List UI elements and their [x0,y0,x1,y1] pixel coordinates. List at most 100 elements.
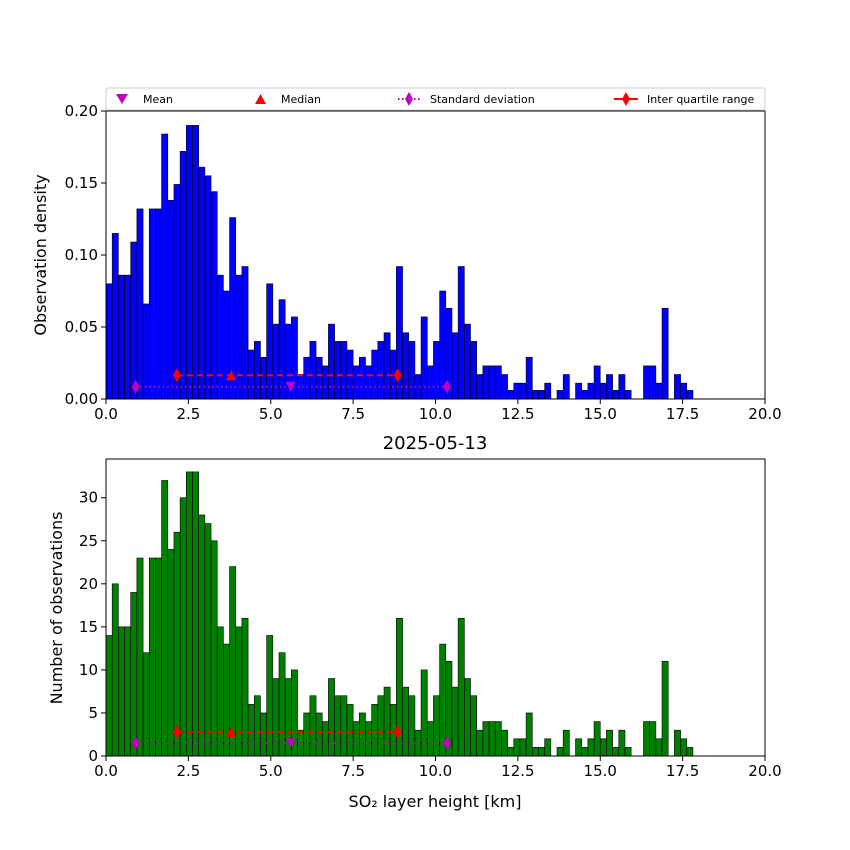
count-bar [167,549,175,757]
legend-std-label: Standard deviation [430,93,535,106]
density-bar [575,382,583,400]
density-bar [599,382,607,400]
count-mean-marker [285,738,296,749]
density-bar [334,341,342,400]
density-x-tick-label: 12.5 [501,405,534,423]
density-bar [303,356,311,400]
density-bar [241,266,249,400]
count-bar [507,747,515,757]
density-y-tick-label: 0.15 [65,174,98,192]
count-bar [278,652,286,757]
count-bar [433,695,440,757]
count-bar [309,695,317,757]
density-x-tick-label: 2.5 [176,405,200,423]
density-median-marker [226,370,237,381]
count-x-tick-label: 5.0 [259,762,283,780]
count-bar [402,686,410,757]
count-bars [105,471,694,757]
count-y-tick-label: 20 [79,575,98,593]
count-bar [352,721,360,757]
density-bar [186,125,193,400]
count-bar [148,557,156,757]
count-bar [643,721,650,757]
count-bar [599,738,607,757]
density-bar [328,323,335,400]
count-bar [216,626,224,757]
density-bar [661,307,669,400]
count-median-marker [226,726,237,737]
count-x-tick-label: 20.0 [748,762,781,780]
count-bar [118,626,125,757]
count-bar [328,678,335,757]
count-bar [488,721,496,757]
count-bar [124,626,132,757]
count-bar [204,523,212,757]
count-bar [272,678,280,757]
count-bar [142,652,150,757]
density-bar [501,374,508,400]
count-y-tick-label: 25 [79,532,98,550]
count-bar [266,635,274,757]
density-bar [408,341,416,400]
density-mean-marker [285,381,296,392]
density-bar [451,332,459,400]
density-bar [136,208,144,400]
density-bar [118,274,125,400]
density-bar [433,341,440,400]
density-statistics-markers [131,368,452,394]
count-bar [210,540,218,757]
count-x-tick-label: 0.0 [94,762,118,780]
count-y-tick-label: 15 [79,618,98,636]
count-bar [315,712,323,757]
legend-mean-label: Mean [143,93,173,106]
count-bar [680,738,688,757]
density-std-diamond [443,379,452,394]
count-bar [612,747,620,757]
count-bar [482,721,490,757]
density-bar [618,374,626,400]
count-bar [235,626,243,757]
count-bar [105,635,113,757]
density-x-tick-label: 5.0 [259,405,283,423]
density-bar [173,184,181,400]
count-x-tick-label: 17.5 [666,762,699,780]
count-bar [340,695,348,757]
count-bar [192,471,199,757]
density-bar [161,133,169,400]
density-bar [155,208,162,400]
count-bar [501,729,508,757]
count-bar [581,747,589,757]
density-bar [167,199,175,400]
density-bar [266,283,274,400]
density-bar [426,365,434,400]
count-std-diamond [131,736,140,751]
density-y-tick-label: 0.00 [65,390,98,408]
count-bar [253,695,261,757]
count-bar [111,583,119,757]
count-bar [618,729,626,757]
count-ticks: 0.0 2.5 5.0 7.5 10.0 12.5 15.0 17.5 20.0 0 5 10 15 20… [79,489,782,780]
count-ylabel: Number of observations [47,512,66,705]
density-x-tick-label: 17.5 [666,405,699,423]
density-bar [253,341,261,400]
density-iqr-diamond [172,368,181,383]
count-bar [544,738,552,757]
density-x-tick-label: 15.0 [584,405,617,423]
count-bar [371,704,379,757]
count-bar [686,747,694,757]
density-bar [643,365,650,400]
figure-title: 2025-05-13 [383,433,488,454]
density-bar [210,191,218,400]
density-std-diamond [131,379,140,394]
density-bar [235,274,243,400]
density-bar [124,274,132,400]
iqr-legend-diamond-icon [622,92,630,106]
density-bar [507,390,515,400]
density-bar [513,382,521,400]
density-bar [204,175,212,400]
density-panel: 0.0 2.5 5.0 7.5 10.0 12.5 15.0 17.5 20.0 0.00 0.05… [31,102,782,423]
count-bar [365,721,372,757]
density-bar [612,390,620,400]
density-bar [476,374,484,400]
density-bar [525,356,533,400]
